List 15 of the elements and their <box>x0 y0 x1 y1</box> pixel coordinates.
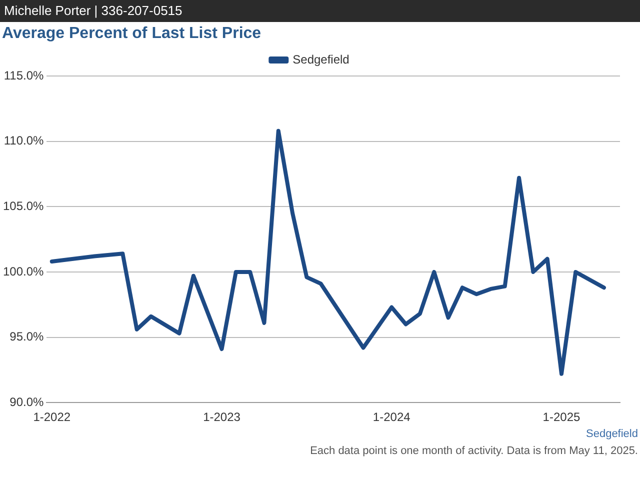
text: Each data point is one month of activity. Data is from May 11, 2025. <box>310 445 638 457</box>
x-tick-label: 1-2025 <box>542 410 580 424</box>
y-tick-label: 115.0% <box>4 68 44 82</box>
legend-label: Sedgefield <box>292 52 350 66</box>
y-tick-label: 90.0% <box>10 394 44 409</box>
y-tick-label: 105.0% <box>2 198 44 213</box>
x-tick-label: 1-2024 <box>372 410 411 424</box>
y-tick-label: 100.0% <box>2 264 44 278</box>
y-tick-label: 95.0% <box>10 330 44 344</box>
text: Sedgefield <box>586 428 638 440</box>
y-tick-label: 110.0% <box>4 134 44 148</box>
x-tick-label: 1-2022 <box>33 410 71 424</box>
x-tick-label: 1-2023 <box>203 410 241 424</box>
text: Michelle Porter | 336-207-0515 <box>0 0 640 22</box>
chart-title: Average Percent of Last List Price <box>2 25 262 43</box>
